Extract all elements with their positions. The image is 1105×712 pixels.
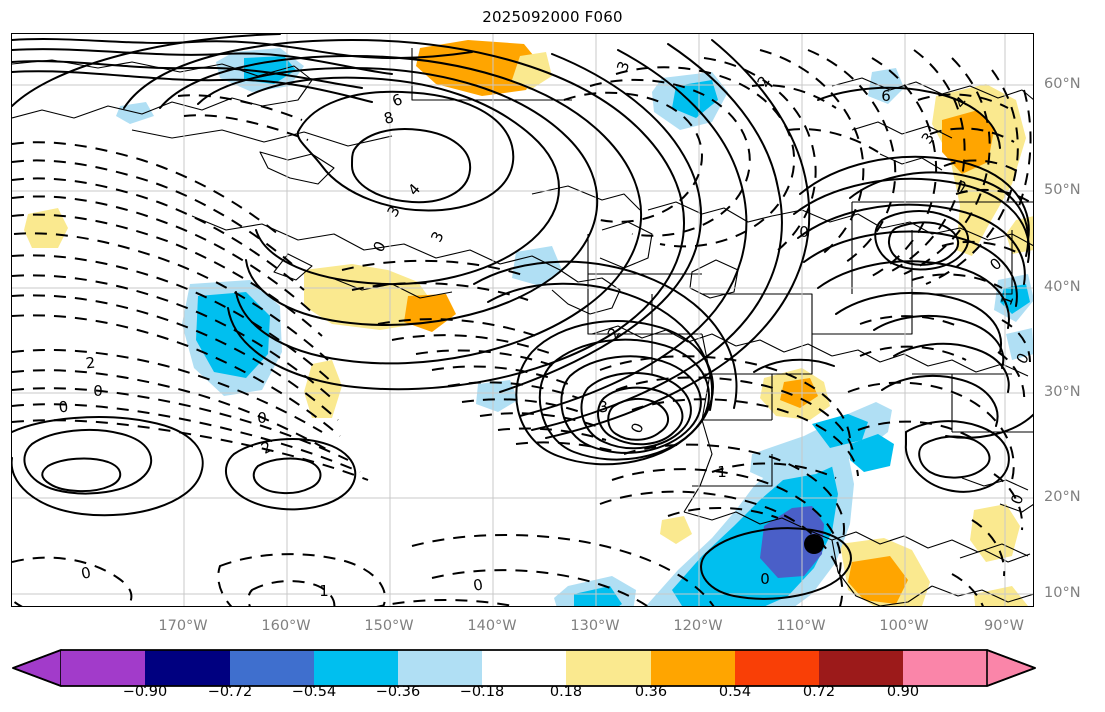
- cb-tick-label-2: −0.54: [291, 684, 337, 700]
- cb-outline: [12, 649, 1036, 687]
- colorbar-svg: [12, 649, 1036, 688]
- cb-band-9: [819, 650, 903, 686]
- coastline-layer: [12, 48, 1033, 606]
- lat-tick-50n: 50°N: [1044, 182, 1081, 198]
- cb-band-1: [145, 650, 230, 686]
- colorbar-bands: [12, 649, 1036, 687]
- cb-tick-label-6: 0.36: [634, 684, 668, 700]
- lon-tick-130w: 130°W: [570, 618, 620, 634]
- svg-text:3: 3: [598, 398, 609, 417]
- svg-text:0: 0: [472, 575, 485, 594]
- cb-band-7: [651, 650, 735, 686]
- lon-tick-100w: 100°W: [879, 618, 929, 634]
- svg-text:0: 0: [760, 570, 770, 588]
- lat-tick-30n: 30°N: [1044, 384, 1081, 400]
- svg-text:8: 8: [382, 108, 396, 128]
- svg-text:1: 1: [319, 582, 329, 600]
- svg-text:1: 1: [717, 463, 727, 481]
- cb-band-under: [12, 649, 62, 687]
- cb-tick-label-9: 0.90: [886, 684, 920, 700]
- lat-tick-20n: 20°N: [1044, 489, 1081, 505]
- lon-tick-marks: [12, 598, 1034, 606]
- storm-center-dot: [804, 534, 824, 554]
- lon-tick-120w: 120°W: [673, 618, 723, 634]
- cb-band-8: [735, 650, 819, 686]
- map-axes[interactable]: 6 8 4 3 0 3 2 0 0 0 2 0 1 0 3 0 1: [11, 33, 1034, 607]
- lon-tick-150w: 150°W: [364, 618, 414, 634]
- colorbar-ticks: [144, 686, 904, 688]
- cb-band-6: [566, 650, 651, 686]
- dashed-contour-layer: [12, 49, 1032, 606]
- lon-tick-160w: 160°W: [261, 618, 311, 634]
- figure-title: 2025092000 F060: [482, 8, 623, 26]
- lat-tick-10n: 10°N: [1044, 585, 1081, 601]
- lat-tick-40n: 40°N: [1044, 279, 1081, 295]
- cb-tick-label-7: 0.54: [718, 684, 752, 700]
- cb-band-3: [314, 650, 398, 686]
- svg-text:0: 0: [257, 409, 267, 427]
- colorbar[interactable]: −0.90 −0.72 −0.54 −0.36 −0.18 0.18 0.36 …: [0, 648, 1105, 712]
- svg-text:2: 2: [956, 177, 969, 197]
- cb-tick-label-5: 0.18: [549, 684, 583, 700]
- lon-tick-140w: 140°W: [467, 618, 517, 634]
- cb-tick-label-8: 0.72: [802, 684, 836, 700]
- cb-band-2: [230, 650, 314, 686]
- svg-text:0: 0: [93, 382, 103, 400]
- cb-tick-label-1: −0.72: [207, 684, 253, 700]
- svg-text:0: 0: [799, 223, 809, 241]
- svg-text:0: 0: [58, 398, 69, 417]
- shading-layer: [24, 40, 1033, 606]
- lon-tick-110w: 110°W: [776, 618, 826, 634]
- cb-band-0: [61, 650, 145, 686]
- map-background: [12, 34, 1033, 606]
- svg-text:2: 2: [85, 354, 96, 373]
- svg-text:6: 6: [881, 87, 891, 105]
- lon-tick-170w: 170°W: [158, 618, 208, 634]
- cb-band-over: [986, 649, 1036, 687]
- cb-tick-label-0: −0.90: [122, 684, 168, 700]
- cb-tick-label-3: −0.36: [375, 684, 421, 700]
- cb-band-4: [398, 650, 482, 686]
- svg-text:0: 0: [79, 563, 92, 583]
- cb-tick-label-4: −0.18: [459, 684, 505, 700]
- lon-tick-90w: 90°W: [983, 618, 1025, 634]
- lat-tick-60n: 60°N: [1044, 76, 1081, 92]
- map-plot-svg: 6 8 4 3 0 3 2 0 0 0 2 0 1 0 3 0 1: [12, 34, 1033, 606]
- cb-band-5: [482, 650, 566, 686]
- cb-band-10: [903, 650, 987, 686]
